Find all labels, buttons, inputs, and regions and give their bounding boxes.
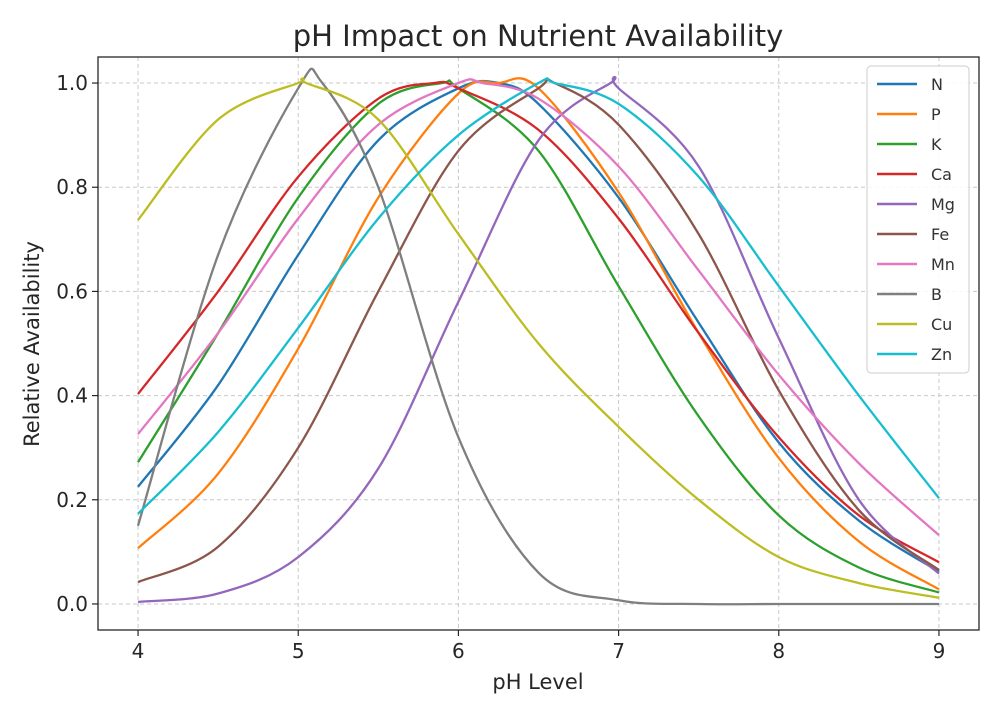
legend-label-fe: Fe (931, 225, 949, 244)
series-line-ca (137, 80, 940, 564)
x-tick-label: 9 (933, 639, 946, 663)
series-line-cu (137, 77, 940, 599)
legend: NPK Ca Mg Fe Mn B Cu Zn (866, 65, 970, 374)
legend-box (866, 65, 970, 374)
series-line-p (137, 77, 940, 591)
x-tick-label: 4 (132, 639, 145, 663)
x-tick-label: 6 (452, 639, 465, 663)
y-tick-label: 1.0 (56, 71, 88, 95)
y-tick-label: 0.4 (56, 384, 88, 408)
y-tick-label: 0.0 (56, 592, 88, 616)
y-tick-label: 0.2 (56, 488, 88, 512)
series-line-n (137, 79, 940, 573)
x-tick-label: 8 (772, 639, 785, 663)
legend-label-cu: Cu (931, 315, 952, 334)
legend-label-k: K (931, 135, 942, 154)
legend-label-ca: Ca (931, 165, 952, 184)
series-line-mg (137, 76, 940, 604)
y-tick-label: 0.6 (56, 279, 88, 303)
series-line-k (137, 79, 940, 594)
x-axis-label: pH Level (492, 670, 583, 694)
legend-label-p: P (931, 105, 941, 124)
series-line-mn (137, 78, 940, 537)
chart-title: pH Impact on Nutrient Availability (293, 19, 784, 53)
y-tick-label: 0.8 (56, 175, 88, 199)
series-line-zn (137, 77, 940, 515)
plot-frame (97, 56, 980, 631)
plot-lines (136, 67, 940, 606)
x-tick-label: 7 (612, 639, 625, 663)
legend-label-b: B (931, 285, 942, 304)
legend-label-mn: Mn (931, 255, 955, 274)
legend-label-n: N (931, 75, 943, 94)
x-tick-label: 5 (292, 639, 305, 663)
axis-ticks: 4 5 6 7 8 9 0.0 0.2 0.4 0.6 0.8 1.0 (56, 71, 945, 663)
series-line-fe (137, 77, 940, 584)
series-line-b (136, 67, 939, 606)
legend-label-mg: Mg (931, 195, 955, 214)
y-axis-label: Relative Availability (20, 241, 44, 447)
legend-label-zn: Zn (931, 345, 952, 364)
